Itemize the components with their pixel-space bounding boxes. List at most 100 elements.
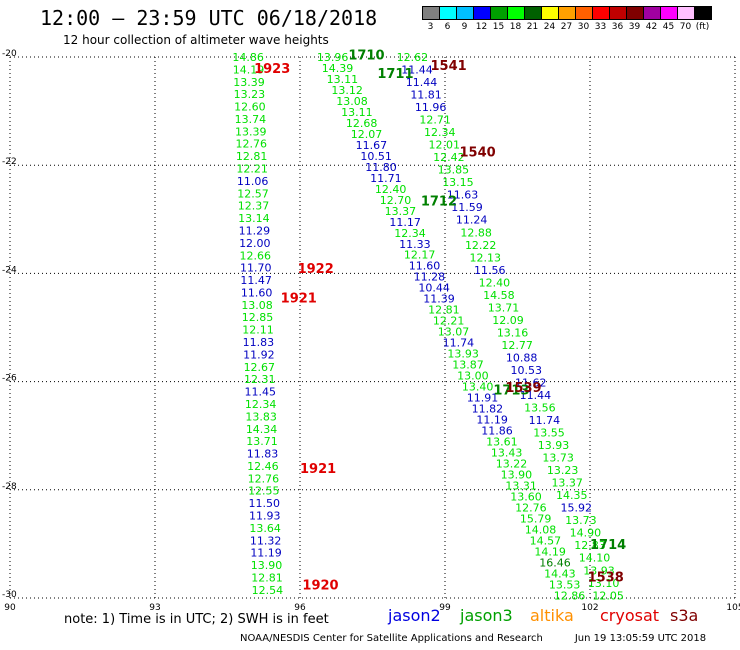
wave-height-value: 13.71 xyxy=(488,301,519,314)
lat-tick-label: -24 xyxy=(2,265,17,275)
wave-height-value: 13.55 xyxy=(533,427,565,440)
wave-height-value: 10.51 xyxy=(360,150,392,163)
wave-height-value: 12.62 xyxy=(397,51,429,64)
wave-height-value: 12.21 xyxy=(433,315,465,328)
scale-label: (ft) xyxy=(695,22,710,32)
wave-height-value: 13.93 xyxy=(447,348,479,361)
wave-height-value: 10.88 xyxy=(506,351,538,364)
wave-height-value: 14.08 xyxy=(525,523,557,536)
wave-height-value: 11.19 xyxy=(476,414,508,427)
pass-time-label: 1712 xyxy=(421,194,457,209)
wave-height-value: 12.70 xyxy=(380,194,412,207)
wave-height-value: 12.34 xyxy=(424,126,456,139)
wave-height-value: 12.40 xyxy=(375,183,407,196)
pass-time-label: 1538 xyxy=(588,570,624,585)
wave-height-value: 13.61 xyxy=(486,435,518,448)
wave-height-value: 13.73 xyxy=(542,452,574,465)
wave-height-value: 11.86 xyxy=(481,425,513,438)
scale-label: 33 xyxy=(594,22,607,32)
scale-label: 36 xyxy=(611,22,624,32)
wave-height-value: 13.11 xyxy=(341,106,373,119)
color-scale-labels: 3 6 9 12 15 18 21 24 27 30 33 36 39 42 45 70 (ft) xyxy=(422,22,711,32)
wave-height-value: 11.47 xyxy=(240,274,272,287)
wave-height-value: 11.17 xyxy=(389,216,421,229)
wave-height-value: 11.83 xyxy=(247,448,279,461)
scale-label: 6 xyxy=(444,22,451,32)
wave-height-value: 11.62 xyxy=(515,376,547,389)
wave-height-value: 11.60 xyxy=(409,260,441,273)
wave-height-value: 13.11 xyxy=(327,73,359,86)
wave-height-value: 12.71 xyxy=(419,114,451,127)
lon-tick-label: 96 xyxy=(294,603,306,613)
wave-height-value: 13.93 xyxy=(583,564,615,577)
wave-height-value: 13.56 xyxy=(524,402,556,415)
wave-height-value: 11.50 xyxy=(249,497,281,510)
color-scale xyxy=(422,6,712,20)
wave-height-value: 14.19 xyxy=(534,545,566,558)
wave-height-value: 14.86 xyxy=(232,51,263,64)
wave-height-value: 11.92 xyxy=(243,348,275,361)
wave-height-value: 10.53 xyxy=(510,364,542,377)
wave-height-value: 12.76 xyxy=(235,138,267,151)
pass-time-label: 1921 xyxy=(281,292,317,307)
wave-height-value: 11.44 xyxy=(406,76,438,89)
pass-time-label: 1923 xyxy=(254,62,290,77)
wave-height-value: 14.10 xyxy=(579,552,611,565)
wave-height-value: 10.44 xyxy=(418,282,450,295)
wave-height-value: 13.39 xyxy=(233,76,264,89)
wave-height-value: 13.07 xyxy=(438,326,470,339)
lat-tick-label: -30 xyxy=(2,590,17,600)
pass-time-label: 1920 xyxy=(302,578,338,593)
scale-label: 9 xyxy=(461,22,468,32)
wave-height-value: 13.08 xyxy=(336,95,368,108)
lon-tick-label: 105 xyxy=(726,603,740,613)
wave-height-value: 12.31 xyxy=(244,373,276,386)
wave-height-value: 13.12 xyxy=(331,84,363,97)
wave-height-value: 12.54 xyxy=(252,584,284,597)
wave-height-value: 14.39 xyxy=(322,62,354,75)
scale-label: 45 xyxy=(662,22,675,32)
lon-tick-label: 99 xyxy=(439,603,451,613)
wave-height-value: 13.64 xyxy=(249,522,281,535)
pass-time-label: 1541 xyxy=(431,59,467,74)
wave-height-value: 13.23 xyxy=(234,88,266,101)
wave-height-value: 12.40 xyxy=(479,276,511,289)
wave-height-value: 11.32 xyxy=(250,534,282,547)
wave-height-value: 14.34 xyxy=(246,423,278,436)
wave-height-value: 13.83 xyxy=(245,410,276,423)
wave-height-value: 13.93 xyxy=(538,439,570,452)
legend-item: cryosat xyxy=(600,606,660,625)
wave-height-value: 11.39 xyxy=(423,293,455,306)
wave-height-value: 11.45 xyxy=(244,386,276,399)
wave-height-value: 14.90 xyxy=(570,527,602,540)
wave-height-value: 13.74 xyxy=(235,113,267,126)
wave-height-value: 16.46 xyxy=(539,556,571,569)
wave-height-value: 11.06 xyxy=(237,175,269,188)
wave-height-value: 13.43 xyxy=(491,446,522,459)
page-title: 12:00 – 23:59 UTC 06/18/2018 xyxy=(40,6,378,30)
wave-height-value: 12.17 xyxy=(404,249,436,262)
wave-height-value: 12.83 xyxy=(574,539,606,552)
note-text: note: 1) Time is in UTC; 2) SWH is in fe… xyxy=(64,612,329,627)
wave-height-value: 13.23 xyxy=(547,464,579,477)
legend-item: s3a xyxy=(670,606,699,625)
wave-height-value: 11.81 xyxy=(410,89,442,102)
wave-height-value: 12.81 xyxy=(251,571,282,584)
wave-height-value: 13.22 xyxy=(496,457,528,470)
scale-label: 42 xyxy=(645,22,658,32)
wave-height-value: 12.21 xyxy=(236,163,268,176)
pass-time-label: 1539 xyxy=(505,381,541,396)
pass-time-label: 1710 xyxy=(348,48,384,63)
pass-time-label: 1540 xyxy=(460,146,496,161)
wave-height-value: 13.39 xyxy=(235,125,267,138)
pass-time-label: 1713 xyxy=(493,384,529,399)
wave-height-value: 13.14 xyxy=(238,212,269,225)
wave-height-value: 13.73 xyxy=(565,514,597,527)
wave-height-value: 12.34 xyxy=(394,227,426,240)
wave-height-value: 11.74 xyxy=(529,414,561,427)
footer-timestamp: Jun 19 13:05:59 UTC 2018 xyxy=(574,633,707,644)
wave-height-value: 11.80 xyxy=(365,161,397,174)
wave-height-value: 12.42 xyxy=(433,151,465,164)
wave-height-value: 13.71 xyxy=(246,435,277,448)
lat-tick-label: -26 xyxy=(2,374,17,384)
